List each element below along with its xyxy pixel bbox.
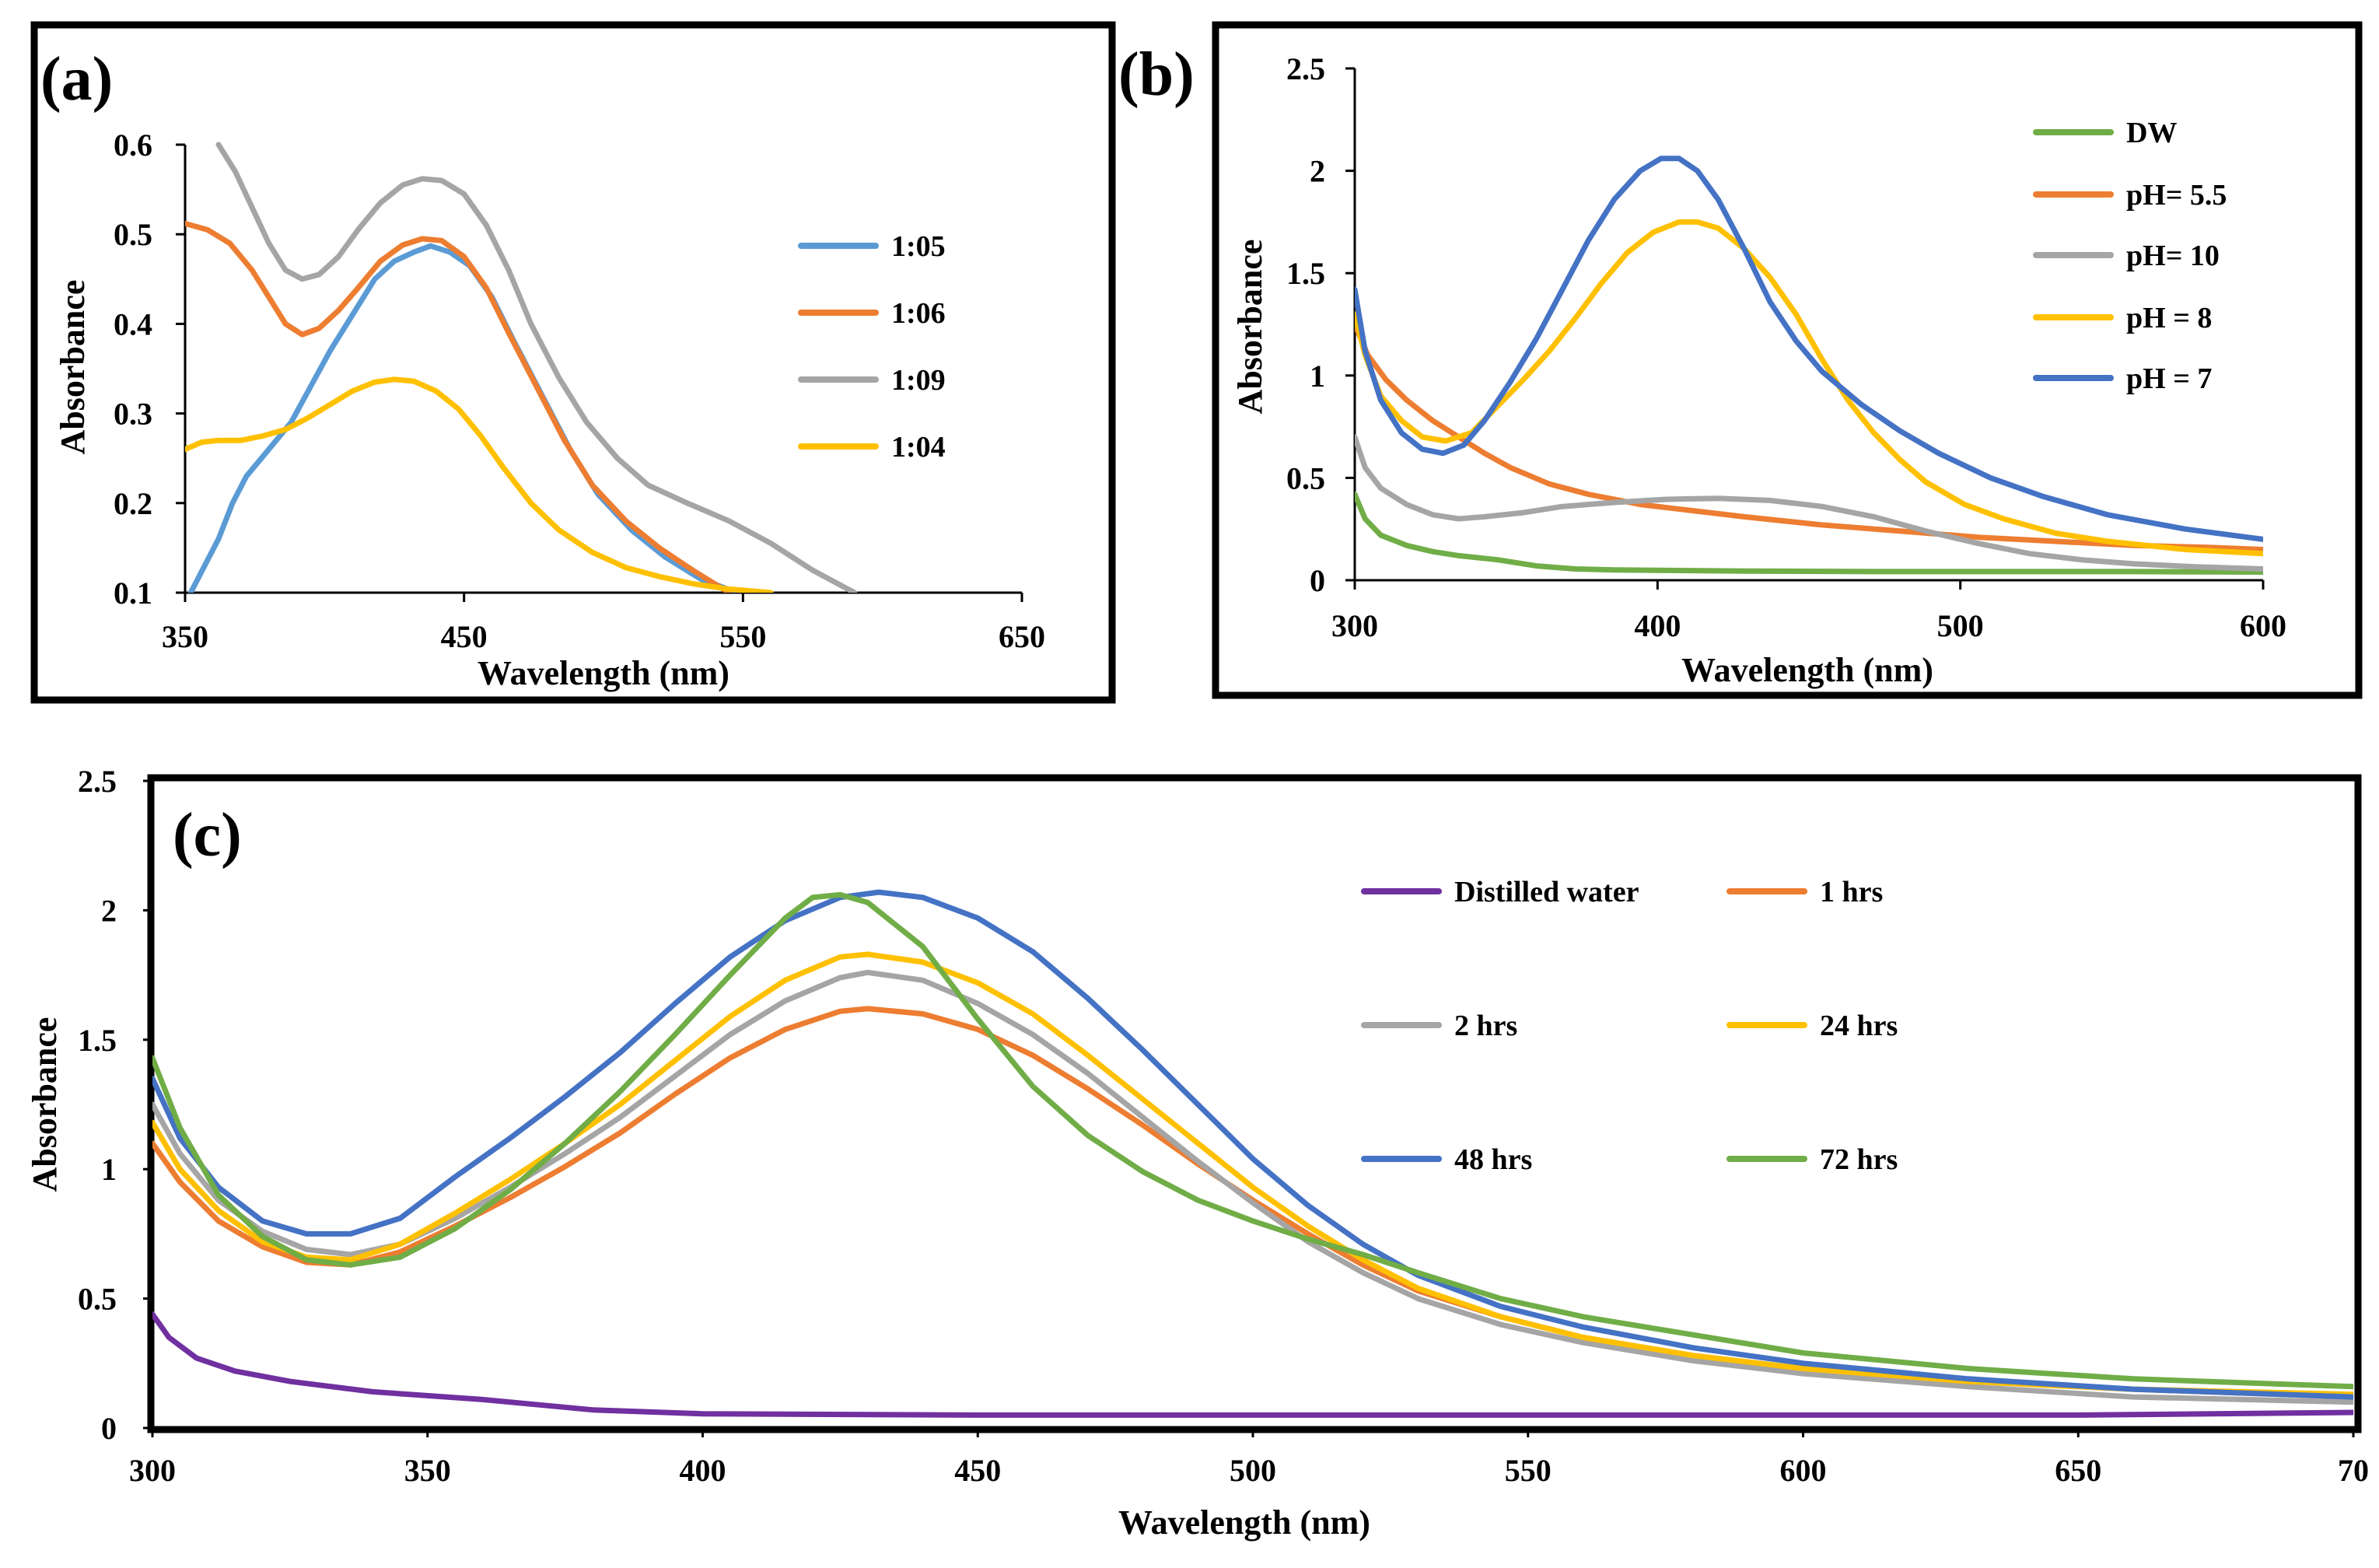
panel-c-x-tick-label: 550 [1505, 1453, 1552, 1488]
panel-b-y-tick-label: 2.5 [1286, 51, 1325, 86]
panel-c-y-tick-label: 0.5 [78, 1282, 117, 1317]
panel-a-legend-label: 1:04 [891, 431, 946, 464]
panel-c-x-tick-label: 300 [129, 1453, 176, 1488]
panel-a-x-tick-label: 650 [999, 619, 1045, 654]
panel-c-label: (c) [173, 801, 242, 870]
panel-c-legend-label: 72 hrs [1820, 1143, 1898, 1176]
panel-b-series-ph-7 [1355, 156, 2263, 542]
panel-c-y-tick-label: 2 [101, 893, 117, 928]
panel-a-plot: 0.1 0.2 0.3 0.4 0.5 0.6 350 450 550 650 [114, 128, 1045, 654]
panel-c-series-2-hrs [152, 969, 2353, 1405]
panel-b-y-tick-label: 2 [1310, 154, 1325, 189]
panel-b-x-tick-label: 400 [1634, 608, 1681, 643]
panel-c-xlabel: Wavelength (nm) [1118, 1503, 1370, 1542]
panel-c-plot: 0 0.5 1 1.5 2 2.5 300 350 400 450 500 550 600 650 70 [78, 764, 2369, 1488]
panel-c-legend: Distilled water 1 hrs 2 hrs 24 hrs 48 hrs 72 … [1361, 876, 1898, 1176]
panel-c-series-distilled-water [152, 1311, 2353, 1418]
panel-c-legend-label: 48 hrs [1454, 1143, 1532, 1176]
panel-c-series-48-hrs [152, 889, 2353, 1400]
panel-b-xlabel: Wavelength (nm) [1681, 651, 1933, 689]
panel-c-series-72-hrs [152, 891, 2353, 1390]
panel-c-ylabel: Absorbance [26, 1017, 64, 1192]
panel-b-legend-label: pH= 10 [2126, 240, 2220, 272]
panel-c-x-tick-label: 400 [680, 1453, 726, 1488]
panel-a-x-tick-label: 450 [441, 619, 488, 654]
panel-b-series-ph-8 [1355, 219, 2263, 557]
panel-c-y-tick-label: 2.5 [78, 764, 117, 799]
panel-b-y-tick-label: 0.5 [1286, 460, 1325, 495]
panel-a: (a) Absorbance Wavelength (nm) 0.1 0.2 0.3… [30, 21, 1116, 704]
panel-c-legend-label: 1 hrs [1820, 876, 1883, 908]
panel-a-legend: 1:05 1:06 1:09 1:04 [798, 230, 946, 464]
panel-c-y-tick-label: 1.5 [78, 1023, 117, 1058]
panel-c-legend-label: 24 hrs [1820, 1010, 1898, 1042]
panel-a-y-tick-label: 0.3 [114, 397, 152, 432]
panel-c: (c) Absorbance Wavelength (nm) 0 0.5 1 1.5 2… [26, 764, 2369, 1542]
panel-b-x-tick-label: 600 [2240, 608, 2286, 643]
panel-b-y-tick-label: 1 [1310, 359, 1325, 394]
panel-a-legend-label: 1:06 [891, 297, 946, 330]
panel-c-x-tick-label: 450 [954, 1453, 1001, 1488]
panel-b-label: (b) [1118, 40, 1195, 109]
panel-b-legend-label: DW [2126, 117, 2177, 149]
panel-a-x-tick-label: 550 [719, 619, 766, 654]
panel-a-frame [30, 21, 1116, 704]
panel-c-x-tick-label: 650 [2055, 1453, 2101, 1488]
panel-a-x-tick-label: 350 [162, 619, 208, 654]
panel-b-legend-label: pH = 8 [2126, 302, 2212, 334]
panel-b-legend-label: pH= 5.5 [2126, 179, 2227, 212]
panel-c-x-tick-label: 600 [1780, 1453, 1827, 1488]
panel-a-legend-label: 1:09 [891, 364, 946, 397]
panel-a-y-tick-label: 0.4 [114, 306, 152, 341]
panel-a-ylabel: Absorbance [54, 280, 92, 455]
panel-b-x-tick-label: 300 [1331, 608, 1378, 643]
panel-a-series-1-09 [215, 142, 858, 593]
panel-b: (b) Absorbance Wavelength (nm) 0 0.5 1 1.5 2… [1118, 21, 2363, 699]
panel-a-y-tick-label: 0.6 [114, 128, 152, 163]
panel-a-legend-label: 1:05 [891, 230, 946, 263]
panel-b-y-tick-label: 1.5 [1286, 256, 1325, 291]
panel-a-label: (a) [40, 45, 113, 114]
panel-a-series-1-04 [185, 376, 774, 593]
panel-b-legend: DW pH= 5.5 pH= 10 pH = 8 pH = 7 [2033, 117, 2227, 395]
panel-c-y-tick-label: 0 [101, 1411, 117, 1446]
panel-a-y-tick-label: 0.5 [114, 217, 152, 252]
panel-c-series-24-hrs [152, 951, 2353, 1398]
panel-c-x-tick-label: 500 [1230, 1453, 1276, 1488]
panel-b-series-dw [1355, 492, 2263, 575]
panel-b-series-ph-10 [1355, 434, 2263, 572]
panel-b-legend-label: pH = 7 [2126, 362, 2212, 395]
panel-a-y-tick-label: 0.2 [114, 486, 152, 521]
panel-b-frame [1212, 21, 2363, 699]
panel-c-legend-label: 2 hrs [1454, 1010, 1517, 1042]
panel-b-series-ph-5-5 [1355, 321, 2263, 552]
panel-c-x-tick-label: 70 [2338, 1453, 2369, 1488]
panel-c-y-tick-label: 1 [101, 1152, 117, 1187]
panel-c-frame [147, 774, 2362, 1433]
panel-b-x-tick-label: 500 [1937, 608, 1984, 643]
panel-a-xlabel: Wavelength (nm) [478, 654, 729, 692]
panel-b-y-tick-label: 0 [1310, 563, 1325, 598]
panel-b-plot: 0 0.5 1 1.5 2 2.5 300 400 500 600 [1286, 51, 2286, 643]
panel-b-ylabel: Absorbance [1231, 240, 1269, 415]
panel-c-x-tick-label: 350 [404, 1453, 451, 1488]
panel-c-legend-label: Distilled water [1454, 876, 1639, 908]
panel-a-y-tick-label: 0.1 [114, 576, 152, 611]
panel-a-series-1-06 [185, 220, 732, 593]
